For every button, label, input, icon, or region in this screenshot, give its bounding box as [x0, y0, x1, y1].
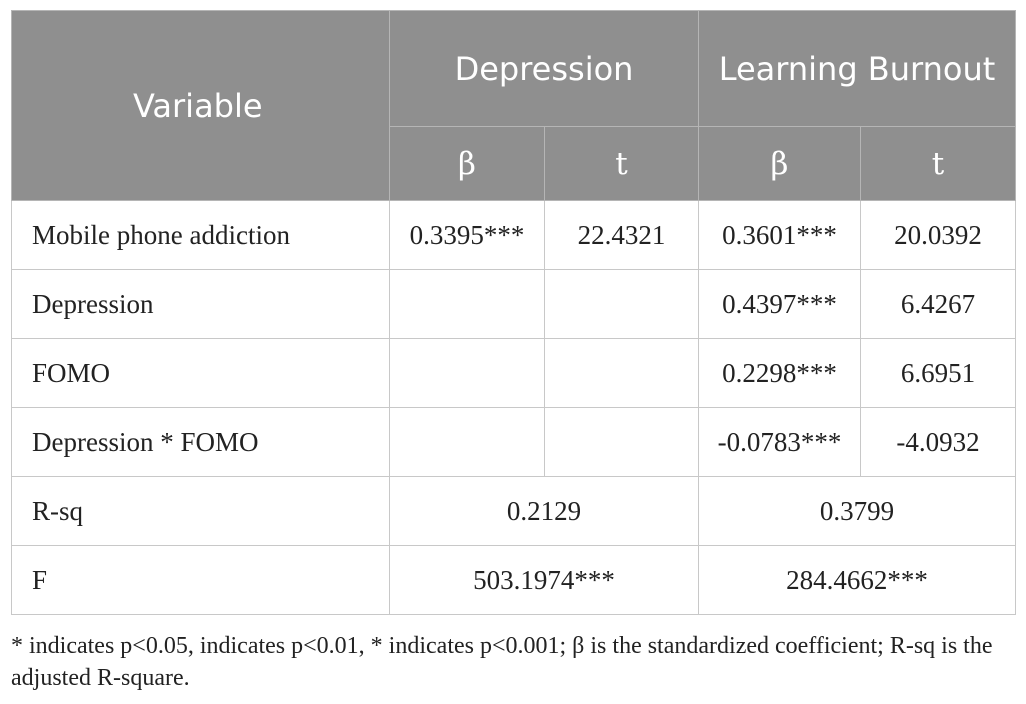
header-depression-beta: β	[389, 126, 545, 201]
cell-depression-beta: 0.3395***	[389, 200, 545, 270]
header-burnout-t: t	[859, 126, 1017, 201]
header-learning-burnout: Learning Burnout	[697, 10, 1017, 127]
cell-burnout-beta: 0.4397***	[698, 269, 861, 339]
table-row: FOMO 0.2298*** 6.6951	[11, 338, 1017, 408]
cell-depression-beta	[389, 338, 545, 408]
cell-burnout-beta: -0.0783***	[698, 407, 861, 477]
cell-depression-t	[544, 269, 699, 339]
cell-burnout-value: 284.4662***	[697, 545, 1017, 615]
cell-burnout-t: 6.6951	[859, 338, 1017, 408]
header-depression: Depression	[389, 10, 699, 127]
row-label: R-sq	[11, 476, 390, 546]
table-row-summary: R-sq 0.2129 0.3799	[11, 476, 1017, 546]
row-label: Mobile phone addiction	[11, 200, 390, 270]
row-label: FOMO	[11, 338, 390, 408]
regression-table: Variable Depression Learning Burnout β t…	[11, 10, 1017, 615]
row-label: F	[11, 545, 390, 615]
header-burnout-beta: β	[698, 126, 861, 201]
cell-burnout-t: 6.4267	[859, 269, 1017, 339]
cell-depression-beta	[389, 269, 545, 339]
row-label: Depression * FOMO	[11, 407, 390, 477]
table-footnote: * indicates p<0.05, indicates p<0.01, * …	[11, 633, 993, 691]
cell-burnout-t: -4.0932	[859, 407, 1017, 477]
cell-burnout-t: 20.0392	[859, 200, 1017, 270]
cell-depression-t: 22.4321	[544, 200, 699, 270]
table-row-summary: F 503.1974*** 284.4662***	[11, 545, 1017, 615]
table-row: Mobile phone addiction 0.3395*** 22.4321…	[11, 200, 1017, 270]
table-row: Depression * FOMO -0.0783*** -4.0932	[11, 407, 1017, 477]
cell-depression-t	[544, 338, 699, 408]
cell-depression-beta	[389, 407, 545, 477]
cell-burnout-beta: 0.3601***	[698, 200, 861, 270]
cell-depression-value: 0.2129	[389, 476, 699, 546]
header-variable: Variable	[11, 10, 390, 201]
table-row: Depression 0.4397*** 6.4267	[11, 269, 1017, 339]
header-depression-t: t	[544, 126, 699, 201]
cell-depression-t	[544, 407, 699, 477]
cell-depression-value: 503.1974***	[389, 545, 699, 615]
row-label: Depression	[11, 269, 390, 339]
cell-burnout-value: 0.3799	[697, 476, 1017, 546]
cell-burnout-beta: 0.2298***	[698, 338, 861, 408]
